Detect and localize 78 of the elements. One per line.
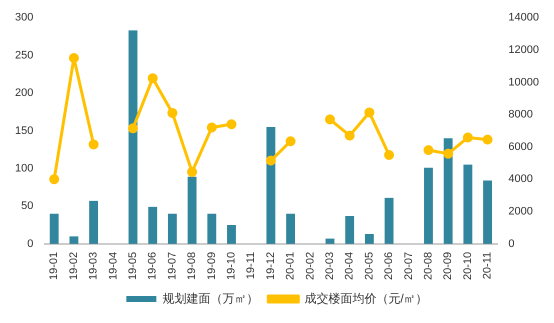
y2-tick-label: 12000 [508,44,540,56]
bar [286,214,296,244]
x-tick-label: 20-01 [284,252,297,280]
bar [69,236,78,244]
point [148,73,158,84]
point [266,156,276,166]
point [167,108,178,118]
point [324,114,335,124]
legend-label: 规划建面（万㎡） [162,291,258,306]
x-tick-label: 19-10 [226,252,238,280]
x-tick-label: 20-04 [344,252,356,280]
bar [266,126,276,244]
y2-tick-label: 6000 [508,140,533,153]
x-tick-label: 20-02 [304,252,316,280]
bar [207,214,216,244]
bar [148,206,158,244]
point [49,174,60,184]
y-tick-label: 250 [14,49,34,62]
x-tick-label: 20-10 [462,252,474,280]
x-tick-label: 20-06 [383,252,396,280]
x-tick-label: 20-08 [422,252,434,280]
point [423,145,434,156]
bar [227,225,236,244]
x-tick-label: 19-11 [245,252,258,280]
x-tick-label: 19-08 [186,252,198,280]
y-tick-label: 0 [27,238,34,250]
x-tick-label: 19-09 [206,252,218,280]
point [344,130,355,141]
bar [345,216,354,244]
x-tick-label: 20-03 [324,252,336,280]
y-tick-label: 50 [21,200,34,212]
point [286,136,296,146]
y2-tick-label: 8000 [508,108,533,121]
x-tick-label: 19-07 [166,252,178,280]
bar [364,234,374,244]
point [482,134,493,145]
x-tick-label: 19-02 [68,252,80,280]
bar [188,176,197,244]
x-tick-label: 19-05 [127,252,140,280]
bar [483,180,492,244]
point [88,139,99,150]
point [384,150,394,160]
x-tick-label: 19-12 [264,252,277,280]
x-tick-label: 20-07 [402,252,415,280]
bar [89,200,98,244]
point [364,107,374,118]
point [68,53,79,64]
y-tick-label: 150 [14,124,34,137]
bar [128,30,138,244]
x-tick-label: 20-09 [442,252,454,280]
point [128,123,138,134]
point [462,132,473,143]
x-tick-label: 19-06 [146,252,159,280]
point [206,122,217,132]
bar [444,138,453,244]
bar [424,168,433,244]
x-tick-label: 20-11 [482,252,494,280]
y2-tick-label: 2000 [508,206,533,218]
y2-tick-label: 14000 [508,12,540,24]
bar [326,238,334,244]
y-tick-label: 300 [14,12,34,24]
bar [384,198,394,244]
x-tick-label: 19-01 [48,252,60,280]
point [187,166,198,177]
y2-tick-label: 4000 [508,173,533,186]
point [226,119,236,130]
y-tick-label: 100 [14,162,34,174]
bar [463,164,472,244]
legend-label: 成交楼面均价（元/㎡） [304,291,428,306]
bar [50,214,59,244]
x-tick-label: 20-05 [363,252,376,280]
point [443,148,454,159]
x-tick-label: 19-04 [107,252,120,280]
y2-tick-label: 0 [508,238,515,250]
x-tick-label: 19-03 [88,252,100,280]
y-tick-label: 200 [14,87,34,100]
y2-tick-label: 10000 [508,76,540,88]
bar [168,214,177,244]
